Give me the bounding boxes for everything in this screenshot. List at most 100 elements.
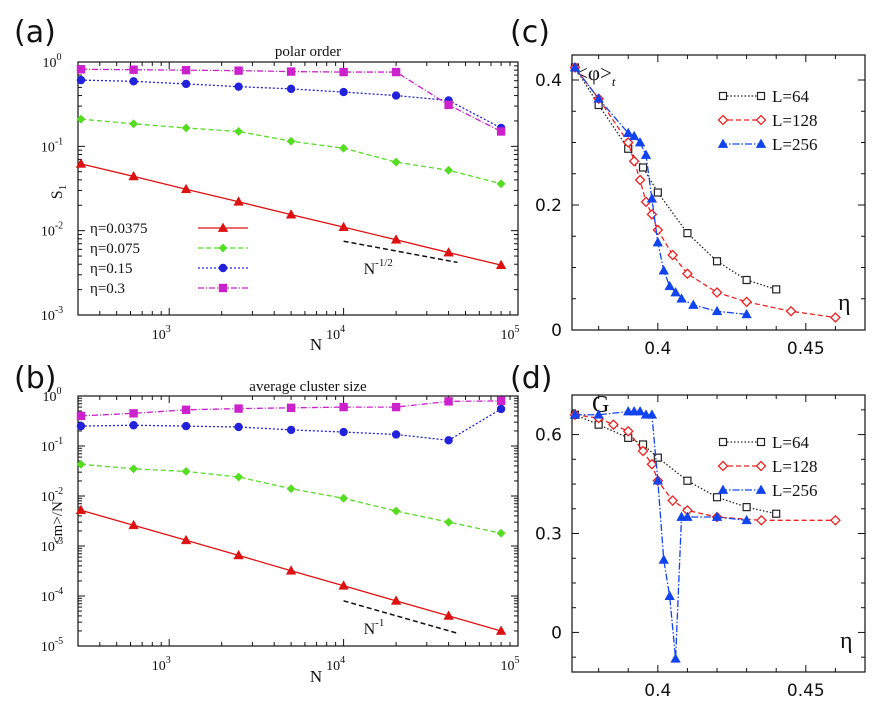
data-point [286, 403, 296, 413]
data-point [391, 157, 401, 167]
x-tick-label: 0.45 [787, 681, 825, 701]
x-tick-label: 104 [326, 324, 345, 343]
data-point [495, 259, 507, 270]
y-tick-label: 10-2 [41, 486, 63, 505]
legend-marker [717, 114, 729, 126]
chart-d-series-0 [570, 410, 781, 518]
data-point [664, 280, 675, 291]
chart-c-ylabel: <φ> [576, 61, 612, 85]
panel-label-c: (c) [510, 15, 550, 50]
data-point [676, 293, 687, 303]
data-point [688, 299, 699, 309]
data-point [391, 506, 401, 516]
data-point [658, 265, 669, 275]
legend-label: L=256 [772, 481, 817, 500]
series-line [80, 68, 502, 133]
data-point [233, 549, 244, 560]
data-point [234, 126, 244, 137]
data-point [286, 484, 296, 494]
legend-marker [755, 138, 767, 148]
y-tick-label-exp: -4 [55, 586, 63, 597]
y-tick-label-base: 10 [41, 309, 55, 324]
data-point [628, 155, 640, 167]
data-point [711, 305, 723, 316]
data-point [652, 236, 664, 247]
data-point [444, 165, 454, 175]
x-tick-label-base: 10 [152, 328, 166, 343]
y-tick-label: 100 [43, 52, 62, 71]
data-point [129, 77, 138, 86]
data-point [75, 158, 87, 168]
data-point [391, 430, 401, 439]
x-tick-label-exp: 4 [340, 655, 345, 666]
data-point [391, 91, 401, 100]
x-tick-label-base: 10 [152, 659, 166, 674]
data-point [742, 503, 751, 512]
legend-marker [756, 91, 766, 101]
y-tick-label-base: 10 [41, 140, 55, 155]
data-point [286, 67, 296, 76]
x-tick-label-exp: 3 [166, 655, 171, 666]
legend-label: L=64 [772, 433, 809, 452]
data-point [569, 61, 581, 72]
data-point [652, 475, 664, 485]
data-point [628, 130, 640, 141]
chart-a-ylabel-group: S1 [49, 185, 69, 199]
x-tick-label: 103 [152, 324, 171, 343]
chart-d-xlabel: η [840, 628, 853, 654]
data-point [646, 193, 658, 203]
x-tick-label: 103 [152, 655, 171, 674]
data-point [755, 514, 767, 526]
data-point [129, 119, 139, 129]
data-point [634, 174, 646, 186]
x-tick-label: 0.4 [644, 339, 671, 359]
series-line [80, 408, 502, 441]
data-point [233, 196, 244, 206]
y-tick-label-base: 10 [41, 225, 55, 240]
chart-c: 0.4 0.45 0 0.2 0.4 L=64 L=128 L=256 [535, 54, 866, 359]
data-point [569, 409, 581, 419]
data-point [683, 229, 692, 238]
data-point [496, 396, 506, 406]
data-point [443, 610, 454, 620]
data-point [390, 234, 402, 244]
data-point [180, 183, 192, 194]
data-point [646, 458, 658, 470]
chart-b-series-3 [76, 396, 506, 421]
y-tick-label: 0.6 [535, 426, 562, 446]
chart-c-series-2 [569, 61, 752, 319]
chart-b-series-1 [76, 459, 506, 538]
data-point [772, 509, 781, 518]
data-point [829, 312, 841, 323]
y-tick-label-exp: -2 [55, 221, 63, 232]
data-point [638, 163, 648, 172]
y-tick-label-base: 10 [43, 390, 57, 405]
data-point [829, 514, 841, 526]
data-point [129, 409, 138, 418]
x-tick-label: 104 [326, 655, 345, 674]
data-point [664, 590, 675, 601]
data-point [667, 495, 679, 506]
y-tick-label: 10-3 [41, 305, 63, 324]
scaling-guide-line [343, 240, 458, 264]
y-tick-label: 0.4 [535, 71, 562, 91]
data-point [76, 75, 86, 85]
chart-a-frame [77, 61, 519, 316]
x-tick-label-base: 10 [501, 328, 515, 343]
data-point [652, 224, 664, 236]
data-point [129, 421, 138, 430]
legend-label: η=0.3 [90, 281, 125, 297]
legend-marker [717, 460, 729, 472]
data-point [339, 67, 348, 77]
legend-marker [755, 460, 767, 472]
y-tick-label-exp: -1 [55, 136, 63, 147]
data-point [338, 221, 349, 232]
legend-marker [717, 138, 729, 148]
data-point [496, 179, 506, 189]
chart-a-title: polar order [275, 44, 341, 60]
chart-b-ylabel-group: <m>/N [50, 501, 66, 545]
y-tick-label-exp: -2 [55, 486, 63, 497]
data-point [444, 517, 454, 527]
y-tick-label: 0.3 [535, 525, 562, 545]
x-tick-label-base: 10 [326, 328, 340, 343]
